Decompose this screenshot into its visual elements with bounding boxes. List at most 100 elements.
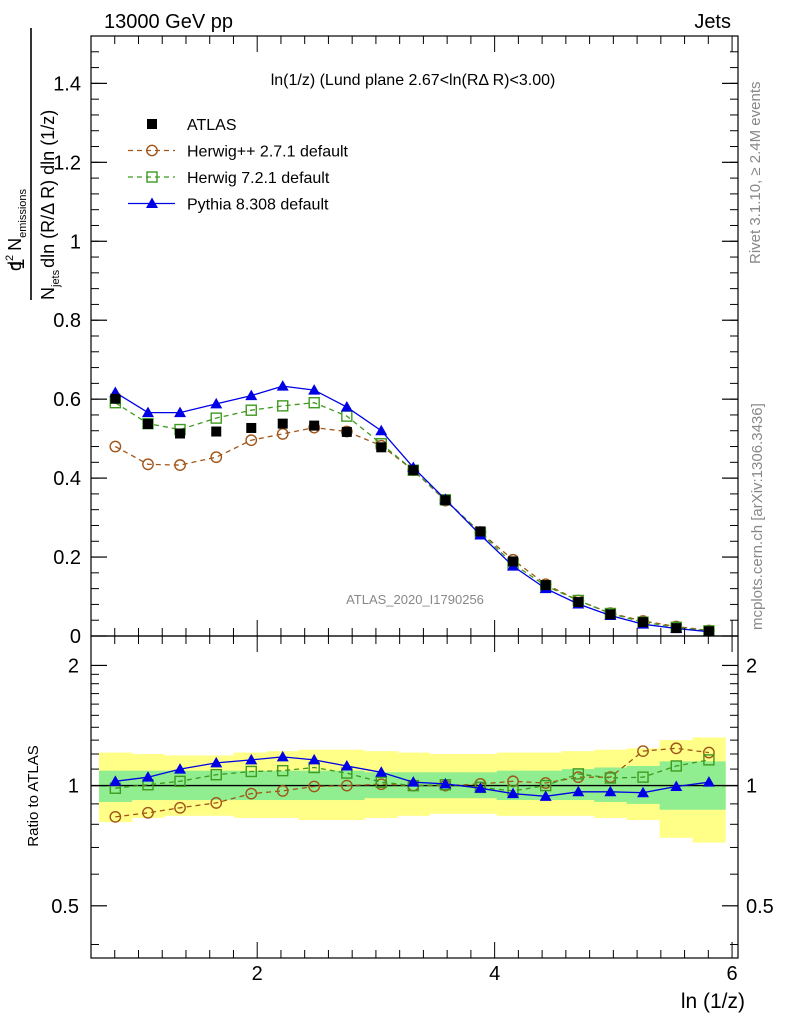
main-ytick-label: 1 [70, 231, 81, 253]
xlabel: ln (1/z) [681, 990, 745, 1013]
main-point-herwig-2-7-1-default [276, 427, 289, 440]
legend-label-pythia-8-308-default: Pythia 8.308 default [187, 197, 329, 214]
ratio-point-pythia-8-308-default [637, 786, 650, 798]
ratio-point-pythia-8-308-default [604, 785, 617, 797]
main-point-atlas [408, 465, 419, 476]
ratio-ytick-label-right: 0.5 [746, 896, 774, 918]
main-series-atlas [110, 393, 714, 636]
ratio-point-herwig-7-2-1-default [277, 764, 289, 777]
ratio-point-herwig-2-7-1-default [174, 801, 186, 814]
ratio-point-pythia-8-308-default [702, 776, 715, 787]
main-point-herwig-7-2-1-default [245, 404, 257, 416]
ratio-point-herwig-2-7-1-default [340, 779, 353, 792]
main-point-atlas [175, 428, 186, 439]
main-ytick-label: 0.2 [53, 547, 81, 569]
ratio-point-pythia-8-308-default [539, 790, 552, 801]
main-point-pythia-8-308-default [174, 406, 187, 418]
main-point-atlas [246, 422, 257, 433]
ratio-point-herwig-7-2-1-default [375, 776, 387, 788]
main-point-atlas [508, 556, 519, 567]
ratio-point-pythia-8-308-default [245, 753, 258, 765]
main-point-atlas [638, 617, 649, 628]
legend-label-herwig-7-2-1-default: Herwig 7.2.1 default [187, 170, 330, 187]
main-ylabel: 1 d2Nemissions Njetsdln (R/Δ R)dln (1/z) [4, 28, 62, 300]
legend-entry-herwig-2-7-1-default: Herwig++ 2.7.1 default [128, 144, 349, 161]
main-point-atlas [142, 419, 153, 430]
ratio-point-herwig-2-7-1-default [109, 810, 122, 823]
ratio-point-pythia-8-308-default [276, 750, 289, 762]
legend-label-herwig-2-7-1-default: Herwig++ 2.7.1 default [187, 144, 349, 161]
ratio-point-herwig-7-2-1-default [670, 760, 682, 772]
main-point-herwig-2-7-1-default [142, 458, 154, 471]
ratio-point-pythia-8-308-default [474, 782, 487, 793]
main-point-herwig-2-7-1-default [174, 459, 186, 471]
main-point-atlas [671, 623, 682, 634]
ratio-xtick-label: 2 [252, 963, 263, 985]
ratio-ytick-label-right: 1 [746, 776, 757, 798]
ratio-point-pythia-8-308-default [375, 766, 388, 777]
rivet-version-label: Rivet 3.1.10, ≥ 2.4M events [747, 82, 764, 265]
main-point-herwig-7-2-1-default [210, 412, 222, 424]
main-point-herwig-2-7-1-default [109, 440, 122, 453]
analysis-watermark: ATLAS_2020_I1790256 [346, 592, 484, 607]
main-ytick-label: 1.4 [53, 73, 81, 95]
ratio-ytick-label: 1 [68, 776, 79, 798]
ratio-point-herwig-7-2-1-default [210, 768, 222, 781]
ratio-point-pythia-8-308-default [210, 756, 223, 768]
main-point-atlas [440, 495, 451, 506]
main-point-atlas [309, 420, 320, 431]
ratio-xtick-label: 6 [727, 963, 738, 985]
ratio-point-herwig-7-2-1-default [604, 772, 617, 784]
legend-marker-herwig-2-7-1-default [146, 144, 158, 157]
ratio-point-herwig-7-2-1-default [245, 765, 257, 778]
legend-entry-pythia-8-308-default: Pythia 8.308 default [128, 197, 329, 214]
ratio-point-herwig-2-7-1-default [637, 745, 649, 758]
ratio-point-pythia-8-308-default [507, 787, 520, 799]
header-energy-label: 13000 GeV pp [104, 11, 233, 33]
ratio-plot-panel: 0.5 0.5 1 1 2 2 2 4 6 [51, 635, 774, 985]
ratio-ylabel: Ratio to ATLAS [25, 745, 42, 846]
ratio-point-herwig-7-2-1-default [637, 771, 649, 783]
ratio-point-pythia-8-308-default [670, 780, 683, 791]
main-point-atlas [277, 418, 288, 429]
ratio-plot-frame [90, 635, 739, 959]
main-ytick-label: 0.8 [53, 310, 81, 332]
main-point-atlas [540, 580, 551, 591]
ratio-point-herwig-7-2-1-default [572, 768, 585, 780]
main-point-herwig-2-7-1-default [245, 434, 258, 447]
ylabel-one: 1 [7, 258, 29, 269]
ylabel-denominator: Njetsdln (R/Δ R)dln (1/z) [38, 110, 62, 300]
main-point-pythia-8-308-default [210, 397, 223, 409]
ratio-point-pythia-8-308-default [407, 776, 420, 787]
main-plot-panel: 0 0.2 0.4 0.6 0.8 1 1.2 1.4 ln(1/z) (Lund plane… [53, 35, 739, 648]
mcplots-label: mcplots.cern.ch [arXiv:1306.3436] [749, 403, 766, 630]
ratio-point-pythia-8-308-default [141, 771, 154, 782]
main-point-pythia-8-308-default [141, 406, 154, 418]
main-point-atlas [703, 626, 714, 636]
ratio-point-pythia-8-308-default [174, 763, 187, 774]
main-point-herwig-7-2-1-default [308, 397, 320, 409]
ratio-point-pythia-8-308-default [439, 777, 452, 789]
header-jets-label: Jets [694, 11, 731, 33]
ratio-point-herwig-7-2-1-default [703, 754, 715, 766]
plot-title: ln(1/z) (Lund plane 2.67<ln(RΔ R)<3.00) [271, 72, 556, 89]
main-point-atlas [110, 393, 121, 404]
ratio-ytick-label-right: 2 [746, 655, 757, 677]
ratio-point-herwig-2-7-1-default [210, 797, 223, 809]
main-ytick-label: 0.6 [53, 389, 81, 411]
main-point-pythia-8-308-default [375, 424, 388, 436]
main-point-atlas [376, 442, 387, 453]
main-point-pythia-8-308-default [276, 380, 289, 391]
main-point-atlas [573, 597, 584, 608]
main-point-pythia-8-308-default [245, 389, 258, 401]
main-point-atlas [211, 426, 222, 437]
legend-label-atlas: ATLAS [187, 117, 237, 134]
legend-entry-herwig-7-2-1-default: Herwig 7.2.1 default [128, 170, 330, 187]
main-ytick-label: 0.4 [53, 468, 81, 490]
ratio-point-pythia-8-308-default [572, 785, 585, 797]
ratio-point-herwig-2-7-1-default [276, 784, 289, 797]
ylabel-numerator: d2Nemissions [4, 188, 29, 271]
main-point-pythia-8-308-default [340, 401, 353, 412]
ratio-series-pythia-8-308-default [109, 750, 715, 801]
